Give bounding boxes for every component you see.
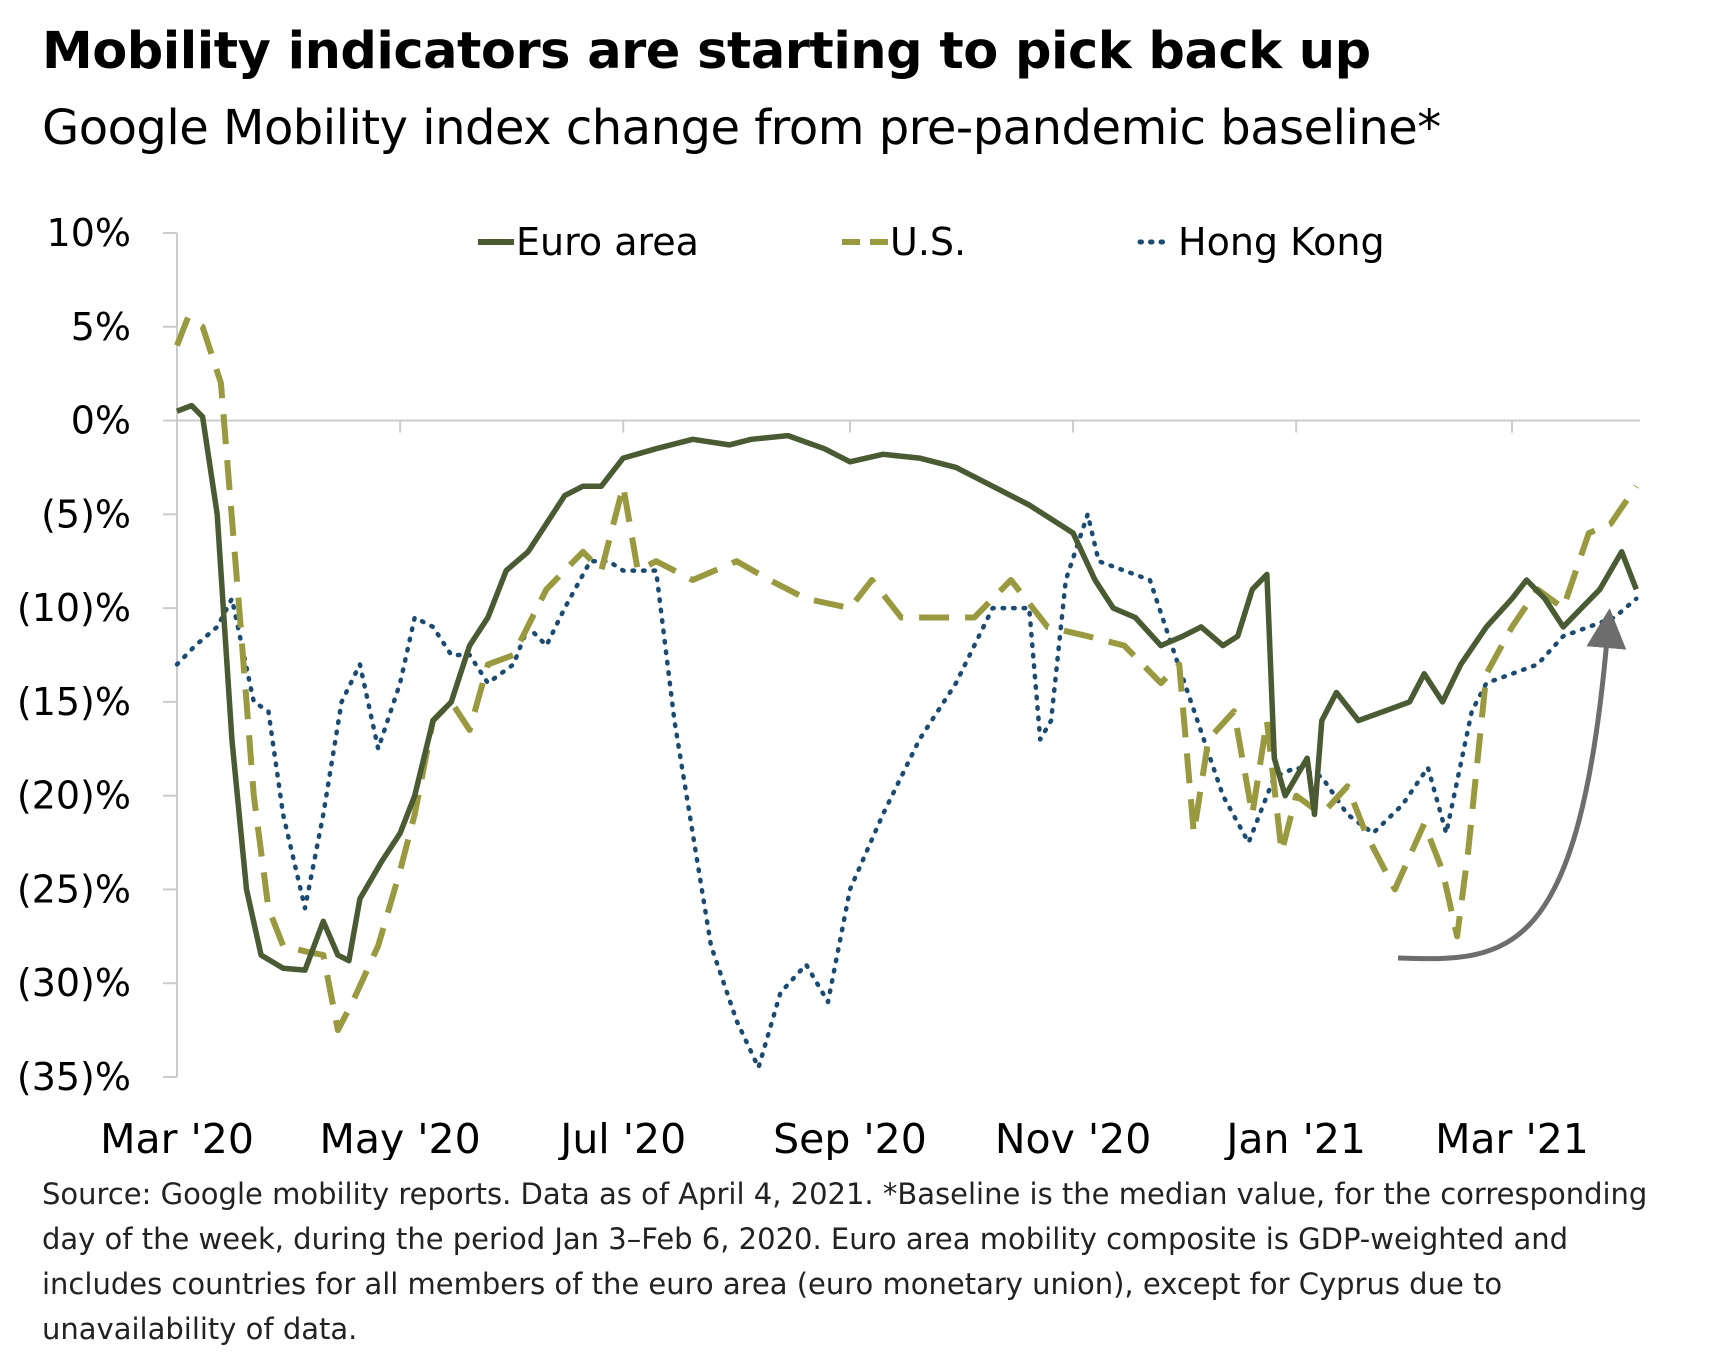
axes: 10% 5% 0% (5)% (10)% (15)% (20)% (25)% (30)% (35)… (17, 211, 1640, 1160)
legend-label-hong-kong: Hong Kong (1178, 220, 1385, 264)
chart-svg: 10% 5% 0% (5)% (10)% (15)% (20)% (25)% (30)% (35)… (17, 211, 1640, 1160)
chart-subtitle: Google Mobility index change from pre-pa… (42, 100, 1441, 156)
y-tick-label: (30)% (17, 961, 131, 1005)
x-tick-label: Nov '20 (995, 1115, 1152, 1160)
legend-item-euro-area: Euro area (478, 220, 699, 264)
legend-label-u-s: U.S. (890, 220, 966, 264)
y-tick-label: (20)% (17, 774, 131, 818)
legend-label-euro-area: Euro area (516, 220, 699, 264)
y-tick-label: (10)% (17, 586, 131, 630)
y-tick-label: 10% (47, 211, 131, 255)
x-tick-label: Jul '20 (557, 1115, 686, 1160)
legend: Euro area U.S. Hong Kong (478, 220, 1385, 264)
series-line-u-s (174, 314, 1639, 1034)
x-tick-label: Jan '21 (1223, 1115, 1366, 1160)
y-tick-label: (15)% (17, 680, 131, 724)
y-tick-label: 0% (71, 399, 131, 443)
series-line-hong-kong (174, 512, 1639, 1070)
series-layer (174, 314, 1639, 1070)
y-tick-label: 5% (71, 305, 131, 349)
source-note: Source: Google mobility reports. Data as… (42, 1177, 1648, 1346)
legend-item-u-s: U.S. (842, 220, 966, 264)
x-tick-label: Mar '20 (100, 1115, 254, 1160)
y-tick-label: (5)% (41, 492, 131, 536)
x-tick-label: May '20 (319, 1115, 480, 1160)
chart-title: Mobility indicators are starting to pick… (42, 22, 1371, 81)
x-tick-label: Sep '20 (773, 1115, 927, 1160)
y-tick-label: (25)% (17, 867, 131, 911)
y-tick-label: (35)% (17, 1055, 131, 1099)
annotation-arrow (1397, 608, 1627, 962)
legend-item-hong-kong: Hong Kong (1137, 220, 1385, 264)
x-tick-label: Mar '21 (1435, 1115, 1589, 1160)
series-line-euro-area (176, 402, 1639, 973)
